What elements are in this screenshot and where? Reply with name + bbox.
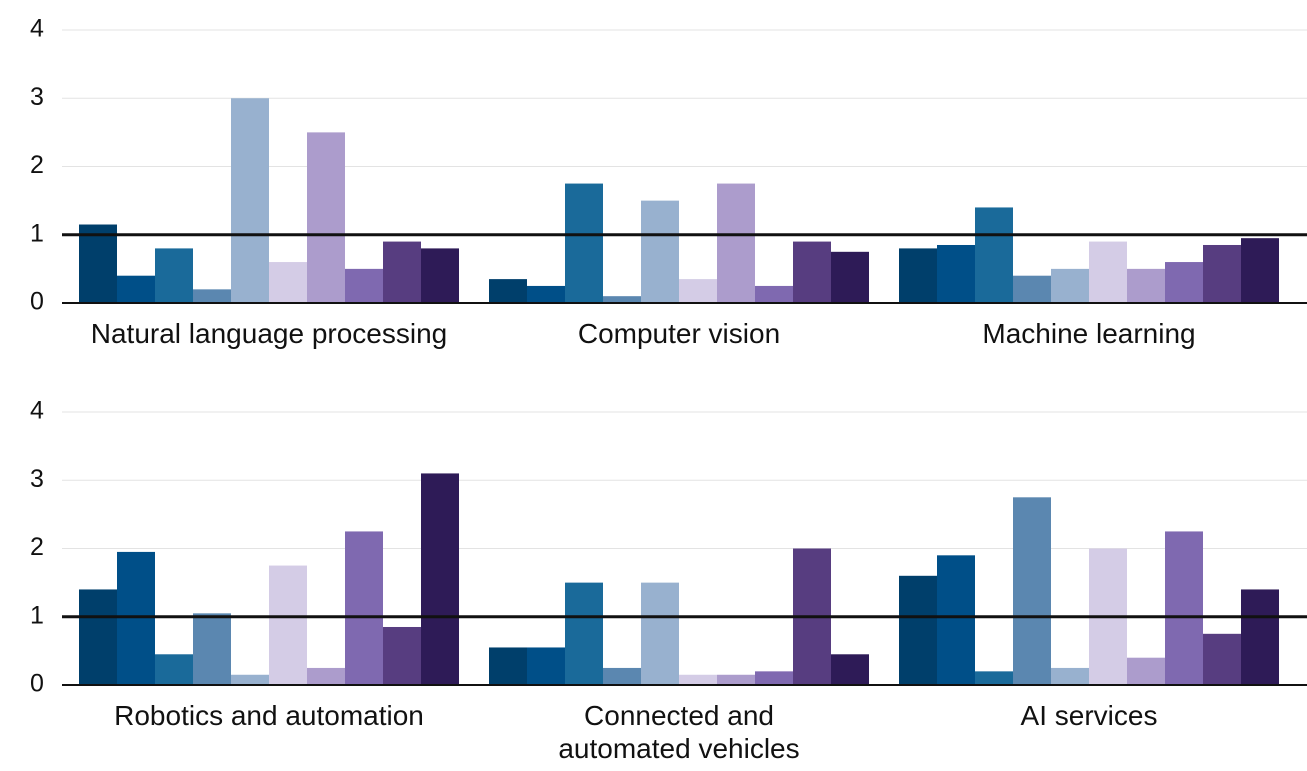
- bar: [975, 207, 1013, 303]
- y-tick-label: 4: [30, 397, 44, 425]
- y-tick-label: 1: [30, 601, 44, 629]
- bar: [755, 671, 793, 685]
- bar: [1203, 244, 1241, 303]
- y-tick-label: 0: [30, 670, 44, 698]
- bar: [831, 251, 869, 303]
- bar: [383, 626, 421, 685]
- bar: [1203, 633, 1241, 685]
- bar: [717, 183, 755, 303]
- bar: [269, 565, 307, 685]
- y-tick-label: 0: [30, 288, 44, 316]
- bar: [421, 248, 459, 303]
- bar: [193, 289, 231, 303]
- bar: [717, 674, 755, 685]
- bar: [345, 268, 383, 303]
- bar: [565, 582, 603, 685]
- bar: [793, 241, 831, 303]
- bar: [679, 279, 717, 303]
- bar: [937, 555, 975, 685]
- bar: [489, 647, 527, 685]
- bar: [1127, 268, 1165, 303]
- bar: [831, 654, 869, 685]
- bar: [489, 279, 527, 303]
- bar: [1089, 241, 1127, 303]
- bar: [345, 531, 383, 685]
- bar: [527, 647, 565, 685]
- bar: [899, 248, 937, 303]
- bar: [1127, 657, 1165, 685]
- bar: [1241, 238, 1279, 303]
- bar: [307, 132, 345, 303]
- bar: [1051, 667, 1089, 685]
- bar: [1241, 589, 1279, 685]
- bar: [565, 183, 603, 303]
- bar: [603, 667, 641, 685]
- bar: [231, 674, 269, 685]
- y-tick-label: 2: [30, 533, 44, 561]
- category-label: Computer vision: [577, 318, 781, 349]
- bar: [117, 551, 155, 685]
- bar: [155, 248, 193, 303]
- bar: [269, 262, 307, 303]
- bar: [1013, 275, 1051, 303]
- y-tick-label: 4: [30, 15, 44, 43]
- bar: [899, 575, 937, 685]
- bar: [155, 654, 193, 685]
- bar: [79, 589, 117, 685]
- bar: [975, 671, 1013, 685]
- bar: [193, 613, 231, 685]
- bar: [1013, 497, 1051, 685]
- bar: [755, 285, 793, 303]
- bar: [527, 285, 565, 303]
- bar: [937, 244, 975, 303]
- bar: [421, 473, 459, 685]
- category-label: Connected and automated vehicles: [558, 700, 800, 764]
- bar: [641, 200, 679, 303]
- bar: [641, 582, 679, 685]
- bar: [383, 241, 421, 303]
- bar: [1051, 268, 1089, 303]
- bar: [117, 275, 155, 303]
- y-tick-label: 2: [30, 151, 44, 179]
- category-label: Machine learning: [982, 318, 1196, 349]
- category-label: Robotics and automation: [114, 700, 424, 731]
- bar: [1165, 531, 1203, 685]
- y-tick-label: 3: [30, 83, 44, 111]
- bar: [307, 667, 345, 685]
- bar: [79, 224, 117, 303]
- bar: [231, 98, 269, 303]
- category-label: Natural language processing: [90, 318, 448, 349]
- bar: [679, 674, 717, 685]
- category-label: AI services: [1020, 700, 1158, 731]
- y-tick-label: 3: [30, 465, 44, 493]
- bar: [1165, 262, 1203, 303]
- bar: [603, 296, 641, 303]
- y-tick-label: 1: [30, 219, 44, 247]
